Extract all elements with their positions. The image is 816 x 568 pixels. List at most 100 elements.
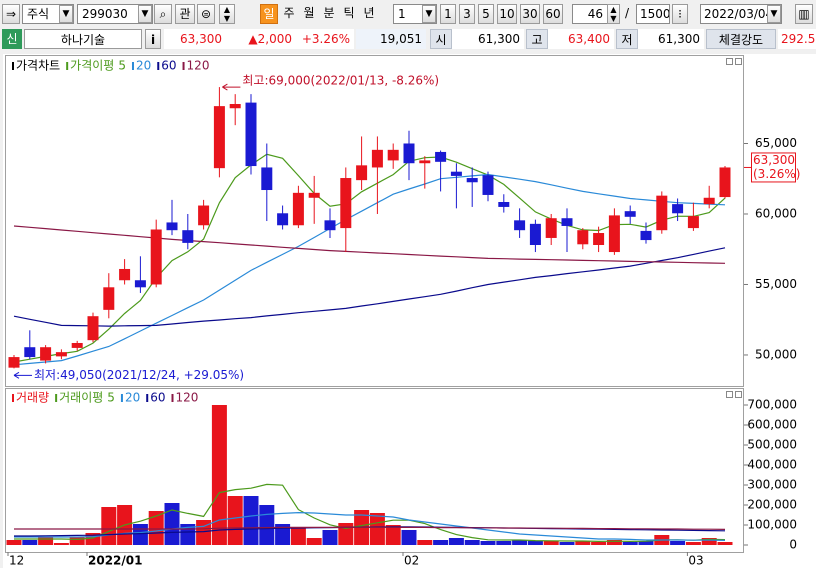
spinner[interactable]: ▲ ▼ [607,4,620,24]
date-select[interactable]: 2022/03/04 [700,4,782,24]
panel-icon [735,391,742,398]
candle-body [419,160,431,164]
candle-body [277,213,289,226]
candle-body [403,143,415,164]
legend-marker [146,394,149,402]
info-button[interactable]: i [145,29,161,49]
candle-body [514,220,526,231]
candle-body [261,167,273,191]
period-button[interactable]: 틱 [343,6,355,20]
volume-bar [148,511,164,545]
legend-item: 120 [176,391,199,405]
volume-bar [385,525,401,545]
moving-average-line [14,526,726,537]
panel-icon [726,391,733,398]
volume-bar [464,540,480,545]
interval-button[interactable]: 5 [478,4,494,24]
high-label: 고 [526,29,548,49]
change: ▲2,000 [226,29,296,49]
chart-icon[interactable]: ▥ [795,4,813,24]
volume-bar [85,533,101,545]
candle-body [356,165,368,181]
legend-item: 60 [161,59,176,73]
candle-body [466,178,478,183]
volume-bar [512,540,528,545]
dropdown[interactable]: ▼ [138,5,152,23]
y-tick-label: 100,000 [747,518,797,532]
interval-button[interactable]: 10 [497,4,517,24]
panel-icon [735,58,742,65]
panel-icon [726,58,733,65]
candle-body [687,216,699,229]
volume-bar [685,542,701,545]
annotation-arrow [13,371,32,379]
legend-item: 120 [187,59,210,73]
y-tick-label: 200,000 [747,498,797,512]
legend-marker [120,394,123,402]
y-tick-label: 300,000 [747,478,797,492]
candle-body [435,151,447,162]
candle-body [292,192,304,226]
period-button[interactable]: 주 [283,6,295,20]
volume-bar [338,523,354,545]
dropdown[interactable]: ▼ [422,5,436,23]
moving-average-line [13,153,726,363]
legend-marker [55,394,58,402]
high: 63,400 [548,29,614,49]
y-tick-label: 50,000 [755,347,797,361]
volume-bar [69,537,85,545]
dropdown[interactable]: ▼ [59,5,73,23]
last-price-label: 63,300 [753,153,795,167]
candle-body [24,347,36,358]
volume-bar [117,505,133,545]
count-input[interactable]: 46 [572,4,608,24]
total-input[interactable]: 1500 [636,4,670,24]
volume-bar [670,541,686,545]
last-price-label: (3.26%) [753,167,800,181]
badge: 신 [2,29,22,49]
menu-icon[interactable]: ⇒ [2,4,20,24]
legend-item: 20 [125,391,140,405]
period-button[interactable]: 월 [303,6,315,20]
volume-bar [243,496,259,545]
low-label: 저 [616,29,638,49]
legend-title: 가격차트 [16,59,60,73]
volume-bar [180,524,196,545]
dropdown[interactable]: ▼ [767,5,781,23]
interval-button[interactable]: 3 [459,4,475,24]
volume-bar [132,524,148,545]
interval-button[interactable]: 1 [440,4,456,24]
stock-name: 하나기술 [24,29,142,49]
period-button[interactable]: 년 [363,6,375,20]
code-input[interactable]: 299030 [77,4,153,24]
interval-button[interactable]: 30 [520,4,540,24]
search-button[interactable]: ⌕ [154,4,172,24]
volume-bar [480,541,496,545]
y-tick-label: 400,000 [747,458,797,472]
strength-label: 체결강도 [706,29,776,49]
moving-average-line [14,526,726,530]
candle-body [198,205,210,226]
candle-body [529,223,541,246]
period-button[interactable]: 일 [260,4,278,24]
candle-body [245,102,257,167]
candle-body [103,287,115,310]
candle-body [482,175,494,195]
separator: / [625,6,630,20]
watch-button[interactable]: 관 [175,4,195,24]
moving-average-line [14,511,726,541]
interval: 1 [398,7,406,21]
candle-body [55,352,67,357]
sync-button[interactable]: ⊜ [197,4,215,24]
interval-button[interactable]: 60 [543,4,563,24]
volume-bar [654,535,670,545]
candle-body [119,268,131,281]
candle-body [640,230,652,241]
volume-bar [448,538,464,545]
moving-average-line [13,247,726,327]
candle-body [8,357,20,368]
spinner[interactable]: ▲ ▼ [219,4,235,24]
settings-button[interactable]: ⁝ [672,4,688,24]
legend-item: 5 [107,391,115,405]
period-button[interactable]: 분 [323,6,335,20]
